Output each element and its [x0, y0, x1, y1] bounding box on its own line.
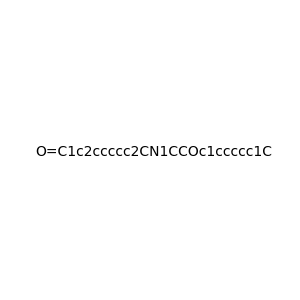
Text: O=C1c2ccccc2CN1CCOc1ccccc1C: O=C1c2ccccc2CN1CCOc1ccccc1C	[35, 145, 272, 158]
